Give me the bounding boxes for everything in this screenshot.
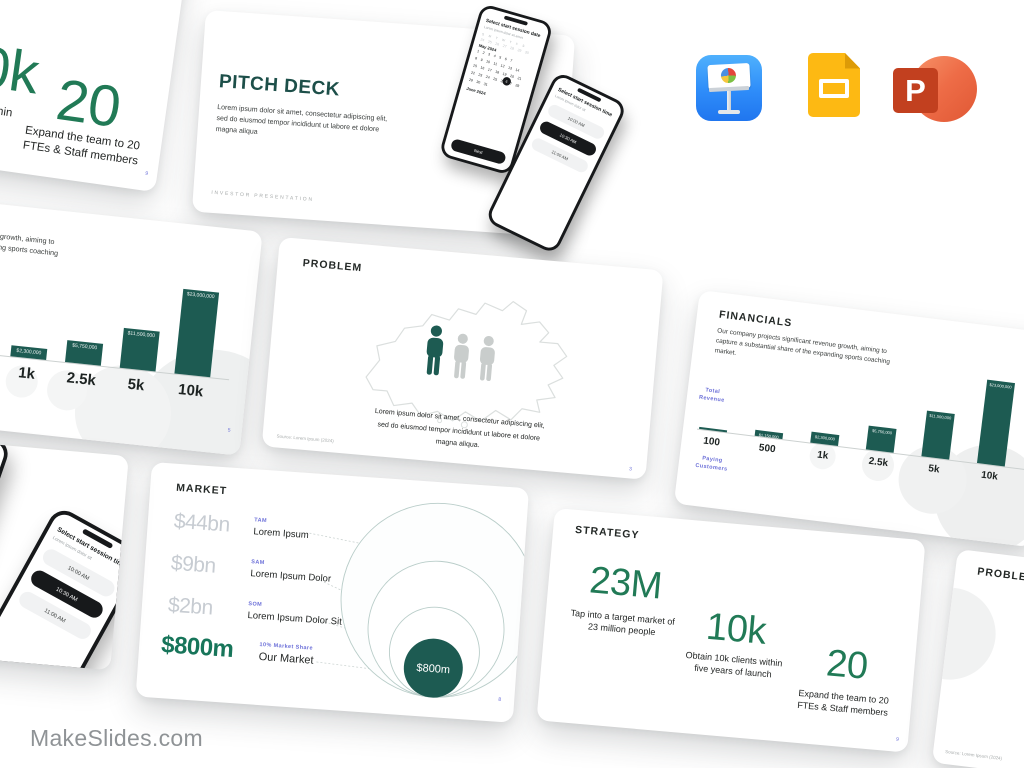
google-slides-icon[interactable]	[808, 53, 860, 117]
financials-body: Our company projects significant revenue…	[714, 327, 891, 366]
phone-mockup-time: Select start session time Lorem ipsum do…	[0, 504, 129, 671]
bar-value-label: $11,500,000	[929, 412, 952, 421]
bar-value-label: $2,300,000	[16, 347, 42, 356]
stat-23m: 23M	[587, 559, 664, 608]
financials-body: Our company projects significant revenue…	[0, 231, 59, 258]
financials-title: FINANCIALS	[718, 308, 793, 330]
strategy-title: STRATEGY	[574, 523, 640, 542]
x-tick-100: 100	[702, 435, 721, 449]
x-tick-1k: 1k	[816, 449, 829, 462]
keynote-easel-base	[718, 110, 740, 114]
our-market-bubble	[403, 638, 463, 698]
keynote-easel-pole	[727, 91, 731, 111]
x-tick-500: 500	[758, 442, 777, 456]
page-number: 8	[498, 696, 502, 703]
our-market-value: $800m	[160, 631, 235, 664]
stat-10k: 10k	[704, 605, 768, 653]
bar-2.5k: $5,750,000	[865, 425, 897, 453]
source-note: Source: Lorem Ipsum (2024)	[944, 748, 1003, 761]
bar-500: $1,150,000	[754, 429, 784, 439]
slide-app-mockups-cropped: Select start session date Lorem ipsum do…	[0, 430, 129, 671]
google-slides-frame	[819, 79, 849, 98]
problem-title: PROBLEM	[976, 565, 1024, 585]
bar-value-label: $23,000,000	[186, 290, 215, 300]
problem-title: PROBLEM	[302, 257, 363, 275]
keynote-icon[interactable]	[696, 55, 762, 121]
powerpoint-letter: P	[905, 72, 926, 108]
person-icon-highlight	[420, 324, 448, 378]
bar-value-label: $23,000,000	[989, 381, 1012, 390]
page-number: 3	[628, 466, 633, 473]
slide-pitch-deck: PITCH DECK Lorem ipsum dolor sit amet, c…	[191, 3, 628, 255]
next-button[interactable]: Next	[449, 138, 507, 166]
bar-5k: $11,500,000	[921, 410, 955, 460]
y-axis-label: Total Revenue	[698, 387, 725, 404]
person-icon-gray	[474, 335, 500, 384]
google-slides-fold-corner	[845, 53, 860, 69]
som-tag: SOM	[248, 601, 263, 609]
source-note: Source: Lorem Ipsum (2024)	[276, 433, 334, 444]
bar-value-label: $11,500,000	[127, 329, 156, 339]
phone-screen: Select start session time Lorem ipsum do…	[0, 510, 129, 671]
slide-financials-cropped: Our company projects significant revenue…	[0, 188, 263, 456]
bar-value-label: $5,750,000	[71, 342, 98, 351]
page-number: 9	[144, 170, 149, 178]
powerpoint-icon[interactable]: P	[893, 56, 977, 124]
decor-circle	[931, 582, 1001, 685]
powerpoint-letter-tile: P	[893, 68, 938, 113]
keynote-pie-chart	[720, 67, 737, 84]
tam-tag: TAM	[253, 517, 268, 525]
stat-20-caption: Expand the team to 20 FTEs & Staff membe…	[796, 687, 890, 718]
person-icon-gray	[448, 332, 474, 381]
bar-5k: $11,500,000	[119, 327, 160, 372]
slide-strategy-cropped: 10k Obtain 10k clients within five years…	[0, 0, 193, 193]
slide-market: MARKET $800m $44bn TAM Lorem Ipsum $9bn …	[135, 462, 530, 723]
slide-financials: FINANCIALS Our company projects signific…	[673, 290, 1024, 548]
som-value: $2bn	[167, 593, 214, 620]
slide-problem-cropped: PROBLEM Source: Lorem Ipsum (2024)	[931, 549, 1024, 768]
site-watermark[interactable]: MakeSlides.com	[30, 725, 203, 751]
bar-2.5k: $5,750,000	[65, 340, 104, 366]
sam-tag: SAM	[251, 559, 265, 567]
pitch-title: PITCH DECK	[218, 71, 341, 101]
market-circles-diagram: $800m	[309, 502, 530, 698]
slide-strategy: STRATEGY 23M Tap into a target market of…	[536, 508, 926, 753]
stat-20: 20	[824, 642, 870, 688]
tam-value: $44bn	[173, 509, 231, 537]
pitch-body: Lorem ipsum dolor sit amet, consectetur …	[215, 104, 388, 136]
sam-value: $9bn	[170, 551, 217, 578]
stat-10k: 10k	[0, 29, 43, 107]
stat-10k-caption: Obtain 10k clients within five years of …	[685, 649, 783, 680]
bar-value-label: $5,750,000	[871, 427, 893, 435]
bar-value-label: $2,300,000	[814, 433, 836, 442]
page-number: 5	[227, 427, 231, 434]
page-number: 9	[895, 736, 900, 743]
stat-23m-caption: Tap into a target market of 23 million p…	[570, 607, 676, 638]
bubble-value: $800m	[416, 662, 450, 676]
slide-problem: PROBLEM Lorem ipsum dolor sit amet, cons…	[261, 237, 664, 480]
map-outline	[365, 300, 568, 429]
x-axis-label: Paying Customers	[695, 455, 728, 473]
pitch-footer: INVESTOR PRESENTATION	[211, 189, 315, 203]
